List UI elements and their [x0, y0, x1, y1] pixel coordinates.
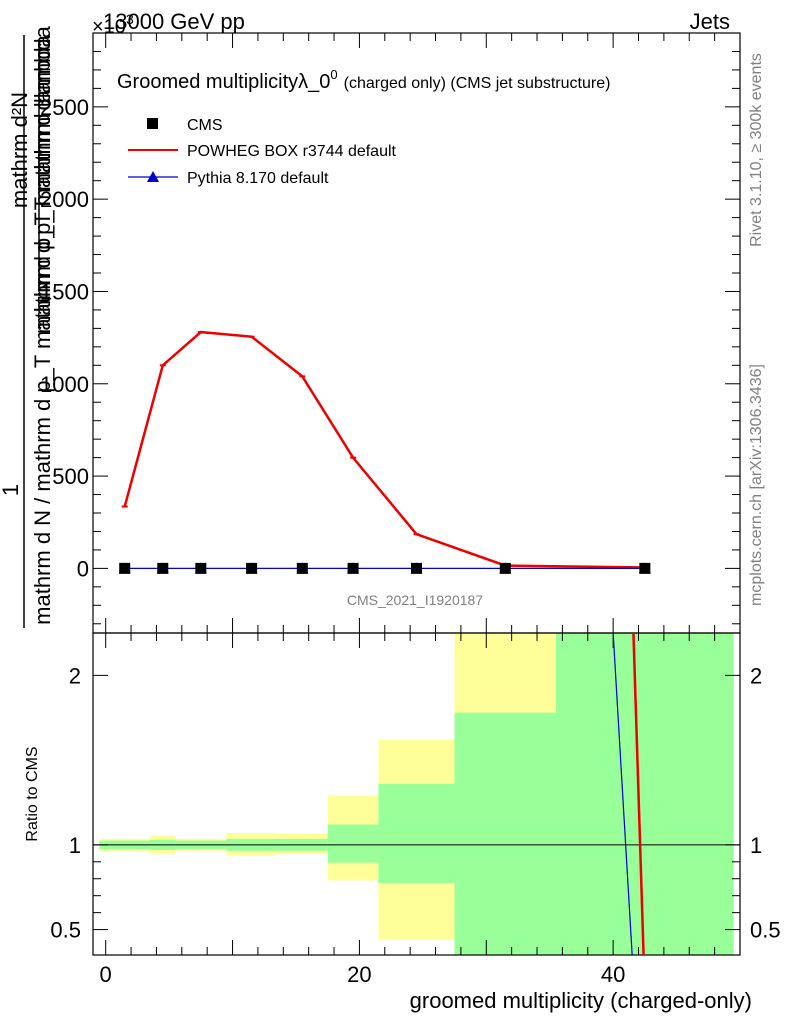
- y-tick-label: 2000: [40, 187, 89, 212]
- cms-point: [246, 562, 258, 574]
- cms-point: [157, 562, 169, 574]
- ratio-tick-label: 1: [69, 833, 81, 858]
- y-tick-label: 0: [77, 556, 89, 581]
- cms-point: [411, 562, 422, 574]
- y-tick-label: 1000: [40, 372, 89, 397]
- legend-powheg-label: POWHEG BOX r3744 default: [187, 143, 397, 160]
- y-tick-label: 1500: [40, 279, 89, 304]
- legend-cms-label: CMS: [187, 117, 223, 134]
- band-inner-7: [454, 712, 557, 955]
- plot-title: Groomed multiplicityλ_00(charged only) (…: [117, 67, 610, 93]
- ratio-y-label: Ratio to CMS: [24, 746, 41, 841]
- x-tick-label: 20: [347, 962, 371, 987]
- ratio-tick-label: 2: [69, 663, 81, 688]
- lower-plot-frame: [92, 632, 741, 956]
- band-inner-6: [378, 783, 455, 883]
- legend-pythia-marker: [147, 171, 159, 182]
- energy-label: 13000 GeV pp: [103, 9, 245, 34]
- cms-point: [119, 562, 131, 574]
- ratio-tick-label: 0.5: [50, 918, 81, 943]
- y-label-den: mathrm d p_T mathrm dlambda: [30, 25, 55, 333]
- powheg-ratio-line: [632, 632, 645, 956]
- pythia-ratio-line: [612, 632, 633, 956]
- lower-series: [612, 632, 645, 956]
- cms-point: [195, 562, 207, 574]
- y-label-num: mathrm d²N: [7, 92, 32, 208]
- cms-point: [347, 562, 359, 574]
- upper-axes: 0 500 1000 1500 2000 2500: [40, 33, 740, 633]
- legend-cms-marker: [147, 118, 158, 129]
- cms-point: [296, 562, 308, 574]
- legend: CMS POWHEG BOX r3744 default Pythia 8.17…: [128, 117, 397, 187]
- y-label-one: 1: [0, 484, 23, 496]
- y-tick-label: 500: [52, 464, 89, 489]
- legend-pythia-label: Pythia 8.170 default: [187, 170, 329, 187]
- x-tick-label: 40: [601, 962, 625, 987]
- upper-y-axis-label: mathrm d²N mathrm d p_T mathrm dlambda 1…: [0, 25, 55, 628]
- analysis-id: CMS_2021_I1920187: [347, 592, 483, 608]
- y-tick-label: 2500: [40, 95, 89, 120]
- ratio-tick-label-right: 1: [750, 833, 762, 858]
- x-axis-label: groomed multiplicity (charged-only): [410, 988, 752, 1013]
- cms-point: [639, 562, 651, 574]
- mcplots-label: mcplots.cern.ch [arXiv:1306.3436]: [748, 364, 765, 606]
- rivet-label: Rivet 3.1.10, ≥ 300k events: [748, 53, 765, 247]
- x-tick-label: 0: [100, 962, 112, 987]
- band-inner-8: [556, 633, 734, 955]
- cms-point: [499, 562, 511, 574]
- upper-series: [118, 330, 651, 574]
- ratio-tick-label-right: 2: [750, 663, 762, 688]
- powheg-line: [123, 330, 645, 569]
- process-label: Jets: [690, 9, 730, 34]
- y-label-bottom: mathrm d N / mathrm d p_T mathrm d p_T m…: [30, 34, 55, 624]
- band-inner-5: [327, 824, 379, 863]
- lower-axes: 0 20 40 0.5 0.5 1 1 2 2: [50, 633, 781, 987]
- ratio-tick-label-right: 0.5: [750, 918, 781, 943]
